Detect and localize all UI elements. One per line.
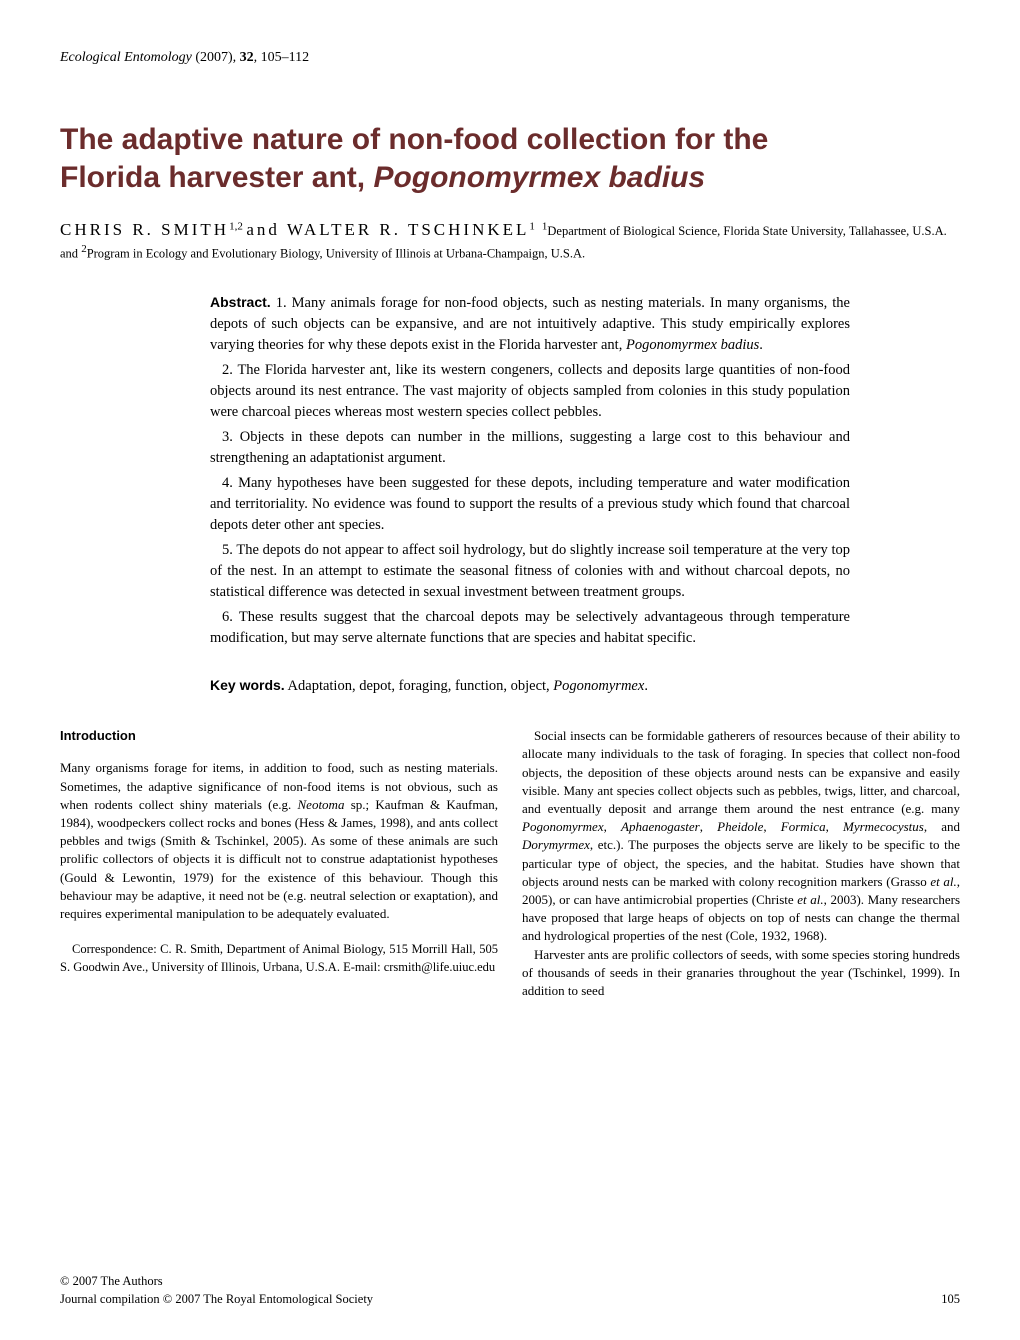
left-column: Introduction Many organisms forage for i… [60, 727, 498, 1000]
right-p1e: , [826, 819, 843, 834]
page-number: 105 [941, 1291, 960, 1309]
intro-p1: Many organisms forage for items, in addi… [60, 759, 498, 923]
abstract-block: Abstract. 1. Many animals forage for non… [210, 292, 850, 649]
correspondence: Correspondence: C. R. Smith, Department … [60, 941, 498, 976]
abstract-p6: 6. These results suggest that the charco… [210, 607, 850, 649]
right-p2: Harvester ants are prolific collectors o… [522, 946, 960, 1001]
journal-pages: 105–112 [261, 50, 309, 65]
right-p1-etal1: et al. [930, 874, 956, 889]
footer-copyright: © 2007 The Authors [60, 1273, 960, 1291]
title-line2-plain: Florida harvester ant, [60, 161, 373, 194]
title-species: Pogonomyrmex badius [373, 161, 705, 194]
keywords-block: Key words. Adaptation, depot, foraging, … [210, 677, 850, 695]
journal-year: (2007) [195, 50, 232, 65]
abstract-p1-species: Pogonomyrmex badius [626, 337, 759, 353]
right-column: Social insects can be formidable gathere… [522, 727, 960, 1000]
author1-sup: 1,2 [229, 220, 243, 232]
article-title: The adaptive nature of non-food collecti… [60, 121, 960, 196]
page-footer: © 2007 The Authors Journal compilation ©… [60, 1273, 960, 1308]
right-p1f: , and [924, 819, 960, 834]
right-p1-sp1: Pogonomyrmex [522, 819, 604, 834]
footer-compilation: Journal compilation © 2007 The Royal Ent… [60, 1292, 373, 1306]
intro-p1b: sp.; Kaufman & Kaufman, 1984), woodpecke… [60, 797, 498, 921]
keywords-species: Pogonomyrmex [553, 678, 644, 694]
title-line1: The adaptive nature of non-food collecti… [60, 123, 768, 156]
right-p1b: , [604, 819, 621, 834]
introduction-heading: Introduction [60, 727, 498, 745]
body-columns: Introduction Many organisms forage for i… [60, 727, 960, 1000]
right-p1c: , [700, 819, 717, 834]
right-p1-sp4: Formica [781, 819, 826, 834]
journal-volume: 32 [240, 50, 254, 65]
right-p1d: , [763, 819, 780, 834]
right-p1-sp5: Myrmecocystus [843, 819, 924, 834]
abstract-p3: 3. Objects in these depots can number in… [210, 427, 850, 469]
abstract-p1: Abstract. 1. Many animals forage for non… [210, 292, 850, 356]
abstract-label: Abstract. [210, 294, 271, 310]
author2-name: WALTER R. TSCHINKEL [287, 220, 530, 239]
author-joiner: and [246, 220, 287, 239]
author2-sup: 1 [529, 220, 535, 232]
right-p1-sp2: Aphaenogaster [621, 819, 700, 834]
author1-name: CHRIS R. SMITH [60, 220, 229, 239]
keywords-end: . [644, 678, 648, 694]
right-p1-sp6: Dorymyrmex [522, 837, 590, 852]
affiliation2: Program in Ecology and Evolutionary Biol… [87, 246, 585, 260]
journal-name: Ecological Entomology [60, 50, 192, 65]
keywords-label: Key words. [210, 677, 285, 693]
intro-p1-sp1: Neotoma [298, 797, 345, 812]
footer-line2: Journal compilation © 2007 The Royal Ent… [60, 1291, 960, 1309]
abstract-p2: 2. The Florida harvester ant, like its w… [210, 360, 850, 423]
abstract-p1-end: . [759, 337, 763, 353]
right-p1a: Social insects can be formidable gathere… [522, 728, 960, 816]
abstract-p5: 5. The depots do not appear to affect so… [210, 540, 850, 603]
authors-block: CHRIS R. SMITH1,2 and WALTER R. TSCHINKE… [60, 218, 960, 264]
journal-header: Ecological Entomology (2007), 32, 105–11… [60, 50, 960, 66]
abstract-p4: 4. Many hypotheses have been suggested f… [210, 473, 850, 536]
right-p1-etal2: et al. [797, 892, 823, 907]
keywords-text: Adaptation, depot, foraging, function, o… [288, 678, 554, 694]
right-p1-sp3: Pheidole [717, 819, 763, 834]
right-p1: Social insects can be formidable gathere… [522, 727, 960, 945]
